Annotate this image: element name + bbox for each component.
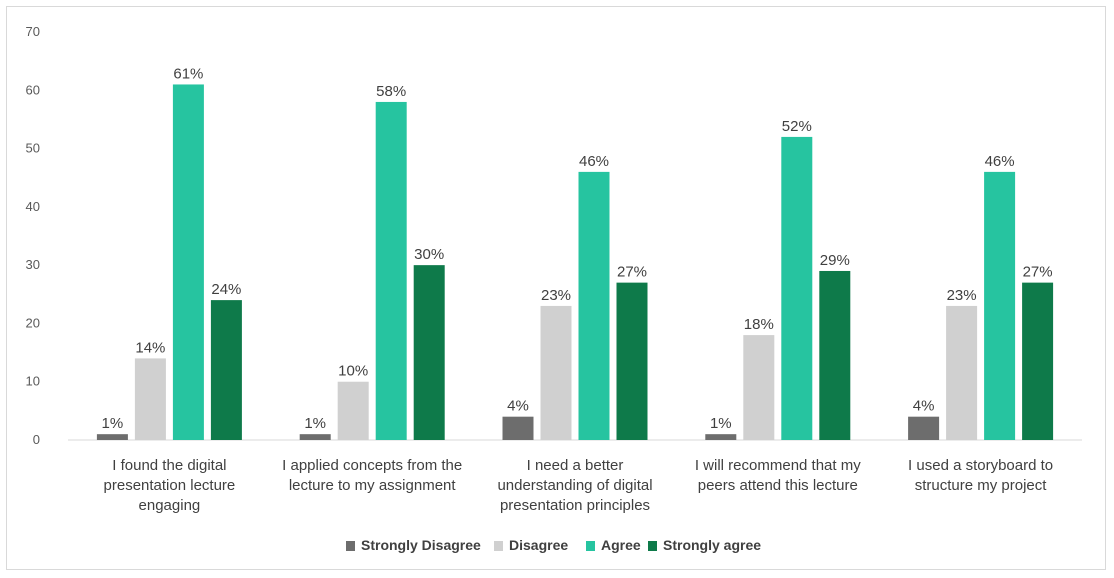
x-category-label: I need a better: [527, 457, 624, 474]
x-category-label: I found the digital: [112, 457, 226, 474]
data-label: 23%: [541, 287, 571, 304]
y-tick-label: 10: [26, 374, 40, 389]
bar-disagree: [946, 305, 978, 440]
data-label: 58%: [376, 83, 406, 100]
data-label: 23%: [947, 287, 977, 304]
data-label: 24%: [211, 281, 241, 298]
bar-strongly-agree: [210, 300, 242, 440]
y-tick-label: 0: [33, 432, 40, 447]
y-tick-label: 30: [26, 257, 40, 272]
bar-disagree: [743, 335, 775, 440]
bar-strongly-disagree: [705, 434, 737, 440]
bar-strongly-disagree: [299, 434, 331, 440]
data-label: 52%: [782, 118, 812, 135]
bar-agree: [578, 171, 610, 440]
bar-disagree: [134, 358, 166, 440]
bar-agree: [375, 101, 407, 440]
x-category-label: understanding of digital: [497, 477, 652, 494]
data-label: 46%: [579, 153, 609, 170]
x-category-label: presentation lecture: [104, 477, 236, 494]
data-label: 1%: [102, 415, 124, 432]
y-tick-label: 70: [26, 24, 40, 39]
bar-agree: [781, 136, 813, 440]
legend-entry: Disagree: [509, 537, 568, 553]
y-tick-label: 40: [26, 199, 40, 214]
data-label: 29%: [820, 252, 850, 269]
data-label: 1%: [304, 415, 326, 432]
data-label: 4%: [507, 398, 529, 415]
data-label: 46%: [985, 153, 1015, 170]
data-label: 30%: [414, 246, 444, 263]
x-category-label: peers attend this lecture: [698, 477, 858, 494]
x-category-label: structure my project: [915, 477, 1048, 494]
legend-entry: Strongly Disagree: [361, 537, 481, 553]
data-label: 4%: [913, 398, 935, 415]
x-category-label: lecture to my assignment: [289, 477, 457, 494]
legend-swatch: [586, 541, 595, 551]
legend-swatch: [648, 541, 657, 551]
data-label: 27%: [1023, 264, 1053, 281]
data-label: 1%: [710, 415, 732, 432]
x-category-label: I applied concepts from the: [282, 457, 462, 474]
bar-agree: [172, 84, 204, 440]
bar-strongly-disagree: [502, 416, 534, 440]
x-category-label: I will recommend that my: [695, 457, 861, 474]
x-category-label: presentation principles: [500, 497, 650, 514]
y-tick-label: 60: [26, 82, 40, 97]
x-category-label: I used a storyboard to: [908, 457, 1053, 474]
data-label: 14%: [135, 339, 165, 356]
data-label: 61%: [173, 65, 203, 82]
data-label: 18%: [744, 316, 774, 333]
bar-strongly-agree: [616, 282, 648, 440]
legend-entry: Agree: [601, 537, 641, 553]
y-tick-label: 20: [26, 315, 40, 330]
data-label: 27%: [617, 264, 647, 281]
bar-disagree: [540, 305, 572, 440]
legend-swatch: [494, 541, 503, 551]
data-label: 10%: [338, 363, 368, 380]
bar-strongly-agree: [819, 270, 851, 440]
x-category-label: engaging: [139, 497, 201, 514]
legend-swatch: [346, 541, 355, 551]
bar-strongly-agree: [413, 265, 445, 440]
bar-disagree: [337, 381, 369, 440]
y-tick-label: 50: [26, 141, 40, 156]
bar-agree: [984, 171, 1016, 440]
bar-strongly-disagree: [96, 434, 128, 440]
legend-entry: Strongly agree: [663, 537, 761, 553]
bar-strongly-agree: [1022, 282, 1054, 440]
bar-strongly-disagree: [908, 416, 940, 440]
